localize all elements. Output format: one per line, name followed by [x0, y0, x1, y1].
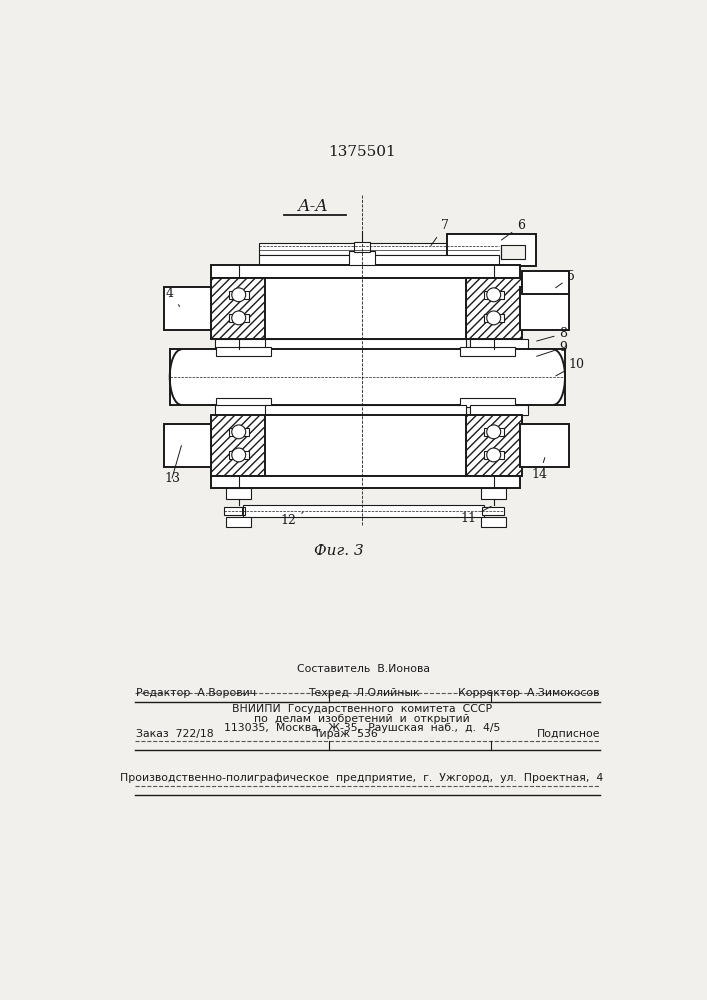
Bar	[520, 424, 569, 467]
Circle shape	[486, 311, 501, 325]
Bar	[216, 347, 271, 356]
Bar	[349, 251, 375, 265]
Text: Техред  Л.Олийнык: Техред Л.Олийнык	[308, 688, 419, 698]
Text: 12: 12	[281, 513, 303, 527]
Bar	[211, 415, 267, 476]
Bar	[228, 291, 249, 299]
Bar	[265, 278, 466, 339]
Bar	[228, 428, 249, 436]
Bar	[216, 398, 271, 407]
Bar	[259, 255, 499, 265]
Text: Корректор  А.Зимокосов: Корректор А.Зимокосов	[458, 688, 600, 698]
Bar	[170, 349, 565, 405]
Text: по  делам  изобретений  и  открытий: по делам изобретений и открытий	[254, 714, 470, 724]
Bar	[265, 339, 466, 349]
Text: 4: 4	[166, 287, 180, 306]
Bar	[484, 314, 504, 322]
Bar	[520, 287, 569, 330]
Bar	[211, 476, 520, 488]
Bar	[481, 517, 506, 527]
Bar	[164, 287, 211, 330]
Bar	[469, 339, 528, 349]
Text: Фиг. 3: Фиг. 3	[314, 544, 363, 558]
Bar	[484, 428, 504, 436]
Bar	[501, 245, 525, 259]
Text: 14: 14	[532, 458, 548, 481]
Circle shape	[486, 425, 501, 439]
Text: ВНИИПИ  Государственного  комитета  СССР: ВНИИПИ Государственного комитета СССР	[232, 704, 492, 714]
Bar	[484, 451, 504, 459]
Text: 1375501: 1375501	[329, 145, 396, 159]
Circle shape	[232, 425, 246, 439]
Bar	[224, 507, 245, 515]
Text: 7: 7	[431, 219, 449, 246]
Text: 5: 5	[556, 270, 575, 288]
Text: 11: 11	[460, 506, 491, 525]
Circle shape	[232, 288, 246, 302]
Text: 6: 6	[501, 219, 525, 240]
Bar	[481, 488, 506, 499]
Circle shape	[486, 448, 501, 462]
Circle shape	[232, 311, 246, 325]
Text: Тираж  536: Тираж 536	[313, 729, 378, 739]
Text: Заказ  722/18: Заказ 722/18	[136, 729, 214, 739]
Bar	[354, 242, 370, 252]
Bar	[226, 488, 251, 499]
Bar	[460, 398, 515, 407]
Text: Составитель  В.Ионова: Составитель В.Ионова	[297, 664, 430, 674]
Bar	[259, 243, 499, 255]
Bar	[460, 347, 515, 356]
Bar	[448, 234, 537, 266]
Bar	[226, 517, 251, 527]
Bar	[228, 314, 249, 322]
Bar	[482, 507, 504, 515]
Bar	[484, 291, 504, 299]
Bar	[469, 405, 528, 415]
Text: Редактор  А.Ворович: Редактор А.Ворович	[136, 688, 257, 698]
Bar	[215, 339, 273, 349]
Bar	[466, 278, 522, 339]
Bar	[228, 451, 249, 459]
Circle shape	[232, 448, 246, 462]
Text: 8: 8	[537, 327, 568, 341]
Text: 113035,  Москва,  Ж-35,  Раушская  наб.,  д.  4/5: 113035, Москва, Ж-35, Раушская наб., д. …	[223, 723, 500, 733]
Bar	[243, 505, 484, 517]
Text: А-А: А-А	[298, 198, 329, 215]
Text: 10: 10	[556, 358, 585, 376]
Text: 9: 9	[537, 341, 568, 356]
Bar	[215, 405, 273, 415]
Text: 13: 13	[164, 472, 180, 485]
Bar	[265, 415, 466, 476]
Bar	[211, 278, 267, 339]
Bar	[211, 265, 520, 278]
Text: Подписное: Подписное	[537, 729, 600, 739]
Bar	[466, 415, 522, 476]
Circle shape	[486, 288, 501, 302]
Bar	[164, 424, 211, 467]
Bar	[522, 271, 569, 294]
Text: Производственно-полиграфическое  предприятие,  г.  Ужгород,  ул.  Проектная,  4: Производственно-полиграфическое предприя…	[120, 773, 604, 783]
Bar	[265, 405, 466, 415]
